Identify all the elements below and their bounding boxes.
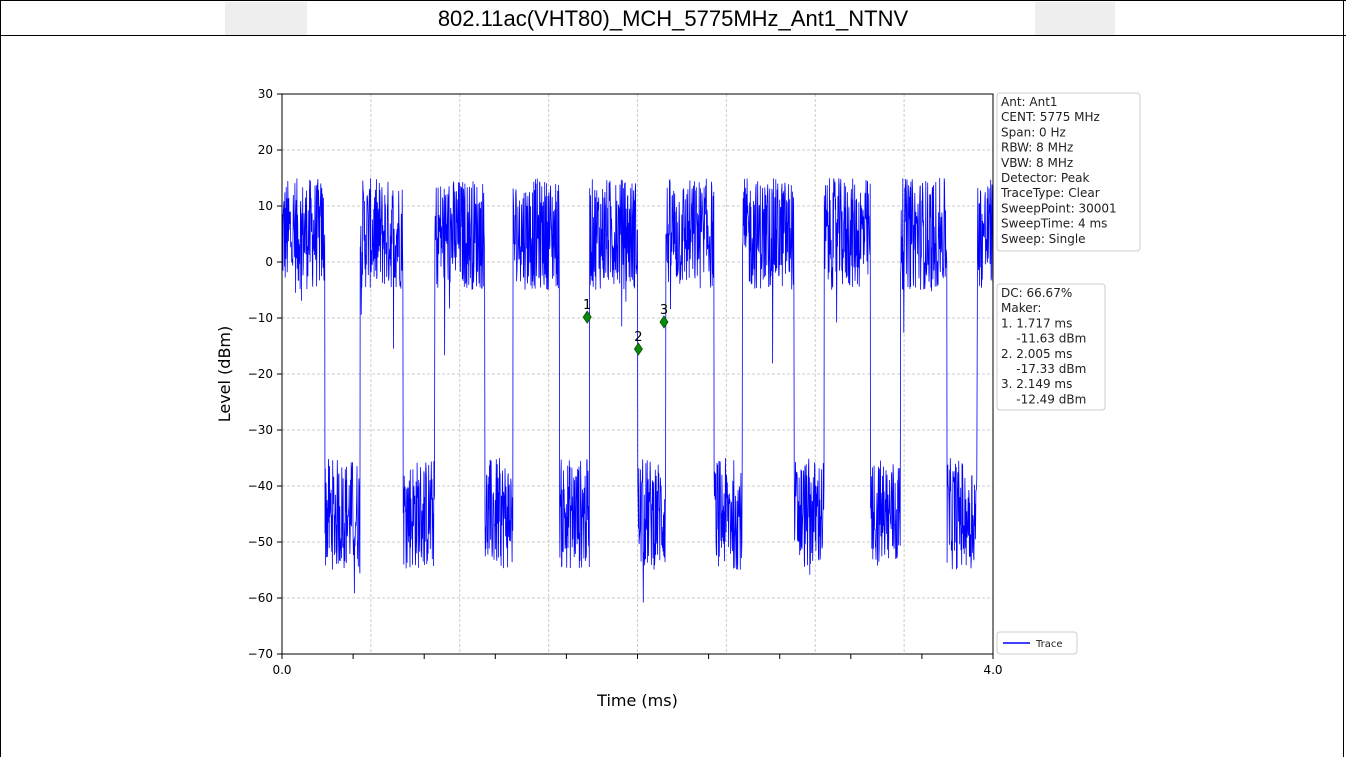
marker-box-line: 2. 2.005 ms <box>1001 347 1072 361</box>
y-tick-label: −60 <box>248 591 273 605</box>
marker-box-line: DC: 66.67% <box>1001 286 1072 300</box>
info-box-line: TraceType: Clear <box>1000 186 1100 200</box>
header-shade-left <box>225 2 307 35</box>
x-tick-label: 0.0 <box>272 663 291 677</box>
title-bar: 802.11ac(VHT80)_MCH_5775MHz_Ant1_NTNV <box>0 0 1346 36</box>
marker-label: 1 <box>583 298 591 313</box>
marker-point <box>582 310 592 324</box>
info-box-line: SweepPoint: 30001 <box>1001 201 1117 215</box>
info-box-line: Sweep: Single <box>1001 232 1086 246</box>
header-shade-right <box>1035 2 1115 35</box>
marker-box-line: -12.49 dBm <box>1001 392 1086 406</box>
trace-line <box>281 177 994 603</box>
y-tick-label: −70 <box>248 647 273 661</box>
info-box-line: VBW: 8 MHz <box>1001 156 1073 170</box>
page-title: 802.11ac(VHT80)_MCH_5775MHz_Ant1_NTNV <box>437 6 909 31</box>
marker-box-line: Maker: <box>1001 301 1041 315</box>
marker-box-line: -17.33 dBm <box>1001 362 1086 376</box>
legend-label: Trace <box>1035 639 1063 650</box>
y-tick-label: 0 <box>265 255 273 269</box>
marker-box <box>996 283 1106 411</box>
marker-point <box>633 342 643 356</box>
y-tick-label: −30 <box>248 423 273 437</box>
y-tick-label: −40 <box>248 479 273 493</box>
x-tick-label: 4.0 <box>983 663 1002 677</box>
info-box <box>996 92 1141 252</box>
info-box-line: Span: 0 Hz <box>1001 125 1066 139</box>
marker-box-line: 1. 1.717 ms <box>1001 316 1072 330</box>
y-axis-label: Level (dBm) <box>215 326 234 423</box>
info-box-line: Ant: Ant1 <box>1001 95 1058 109</box>
info-box-line: Detector: Peak <box>1001 171 1089 185</box>
y-tick-label: −10 <box>248 311 273 325</box>
y-tick-label: 20 <box>258 143 273 157</box>
info-box-line: CENT: 5775 MHz <box>1001 110 1100 124</box>
marker-box-line: -11.63 dBm <box>1001 332 1086 346</box>
y-tick-label: 30 <box>258 87 273 101</box>
x-axis-label: Time (ms) <box>596 691 678 710</box>
y-tick-label: −20 <box>248 367 273 381</box>
legend-box <box>996 631 1078 655</box>
marker-box-line: 3. 2.149 ms <box>1001 377 1072 391</box>
marker-label: 2 <box>634 330 642 345</box>
marker-point <box>659 315 669 329</box>
marker-label: 3 <box>660 303 668 318</box>
info-box-line: SweepTime: 4 ms <box>1001 217 1107 231</box>
y-tick-label: 10 <box>258 199 273 213</box>
y-tick-label: −50 <box>248 535 273 549</box>
info-box-line: RBW: 8 MHz <box>1001 141 1073 155</box>
